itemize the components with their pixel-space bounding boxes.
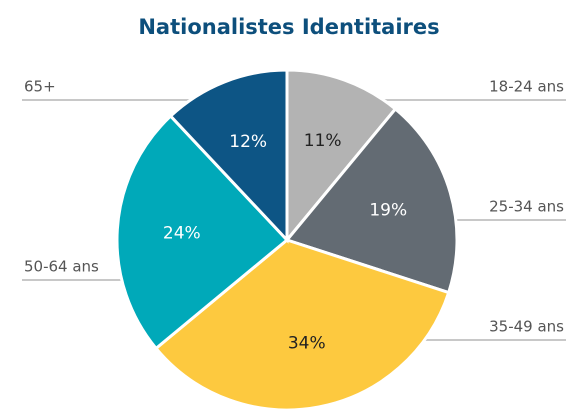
pie-slice <box>285 68 398 245</box>
slice-label: 19% <box>369 201 407 221</box>
slice-label: 24% <box>163 223 201 243</box>
category-label: 50-64 ans <box>24 258 99 276</box>
chart-title: Nationalistes Identitaires <box>138 15 439 39</box>
slice-label: 11% <box>304 131 342 151</box>
pie-slice <box>115 113 290 351</box>
slice-label: 34% <box>288 334 326 354</box>
pie-slice <box>168 68 289 244</box>
category-label: 35-49 ans <box>489 318 564 336</box>
pie-slice <box>153 238 451 410</box>
category-label: 65+ <box>24 78 56 96</box>
category-label: 18-24 ans <box>489 78 564 96</box>
category-label: 25-34 ans <box>489 198 564 216</box>
pie-slice <box>284 106 459 295</box>
slice-label: 12% <box>229 132 267 152</box>
